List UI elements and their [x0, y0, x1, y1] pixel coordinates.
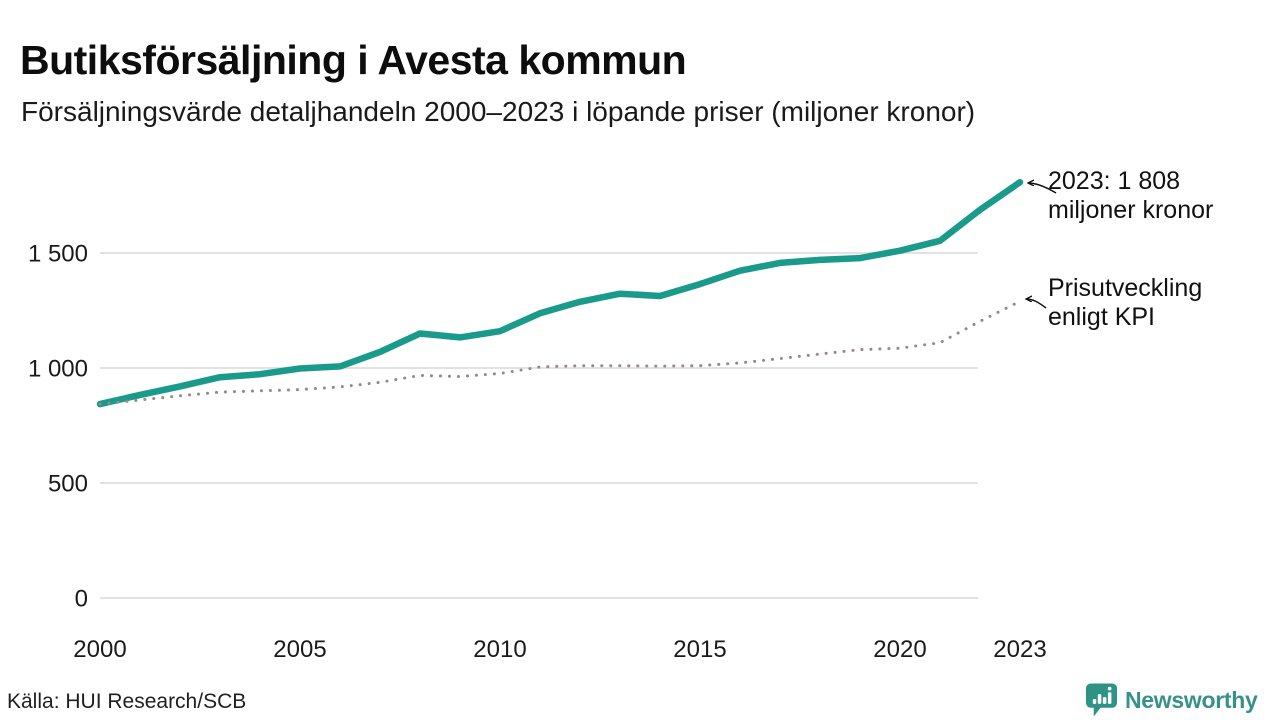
annotation-sales-2023-line1: 2023: 1 808 — [1048, 167, 1181, 195]
data-series — [96, 178, 1024, 408]
gridlines — [100, 252, 978, 599]
x-tick-label: 2023 — [993, 636, 1046, 663]
arrow-to-kpi-line — [1026, 299, 1047, 309]
annotation-arrows — [1026, 183, 1057, 309]
chart-subtitle: Försäljningsvärde detaljhandeln 2000–202… — [21, 96, 976, 127]
sales-line — [96, 178, 1024, 408]
newsworthy-wordmark: Newsworthy — [1125, 686, 1258, 713]
x-axis-tick-labels: 2000 2005 2010 2015 2020 2023 — [73, 636, 1046, 663]
kpi-dotted-line — [98, 299, 1022, 406]
x-tick-label: 2020 — [873, 636, 926, 663]
newsworthy-logo: Newsworthy — [1085, 682, 1258, 718]
x-tick-label: 2015 — [673, 636, 726, 663]
chart-title: Butiksförsäljning i Avesta kommun — [20, 37, 687, 84]
y-tick-label: 1 000 — [28, 356, 88, 383]
y-axis-tick-labels: 0 500 1 000 1 500 — [28, 241, 88, 613]
bar-chart-speech-bubble-icon — [1085, 683, 1118, 717]
annotation-kpi-line2: enligt KPI — [1048, 303, 1156, 331]
annotation-kpi-line1: Prisutveckling — [1048, 274, 1203, 302]
y-tick-label: 0 — [75, 586, 88, 613]
annotation-kpi: Prisutveckling enligt KPI — [1048, 274, 1273, 332]
y-tick-label: 500 — [48, 471, 88, 498]
annotation-sales-2023: 2023: 1 808 miljoner kronor — [1048, 167, 1273, 225]
source-credit: Källa: HUI Research/SCB — [7, 690, 247, 713]
x-tick-label: 2005 — [273, 636, 326, 663]
x-tick-label: 2000 — [73, 636, 126, 663]
arrow-to-sales-line — [1028, 183, 1057, 194]
y-tick-label: 1 500 — [28, 241, 88, 268]
x-tick-label: 2010 — [473, 636, 526, 663]
annotation-sales-2023-line2: miljoner kronor — [1048, 196, 1214, 224]
